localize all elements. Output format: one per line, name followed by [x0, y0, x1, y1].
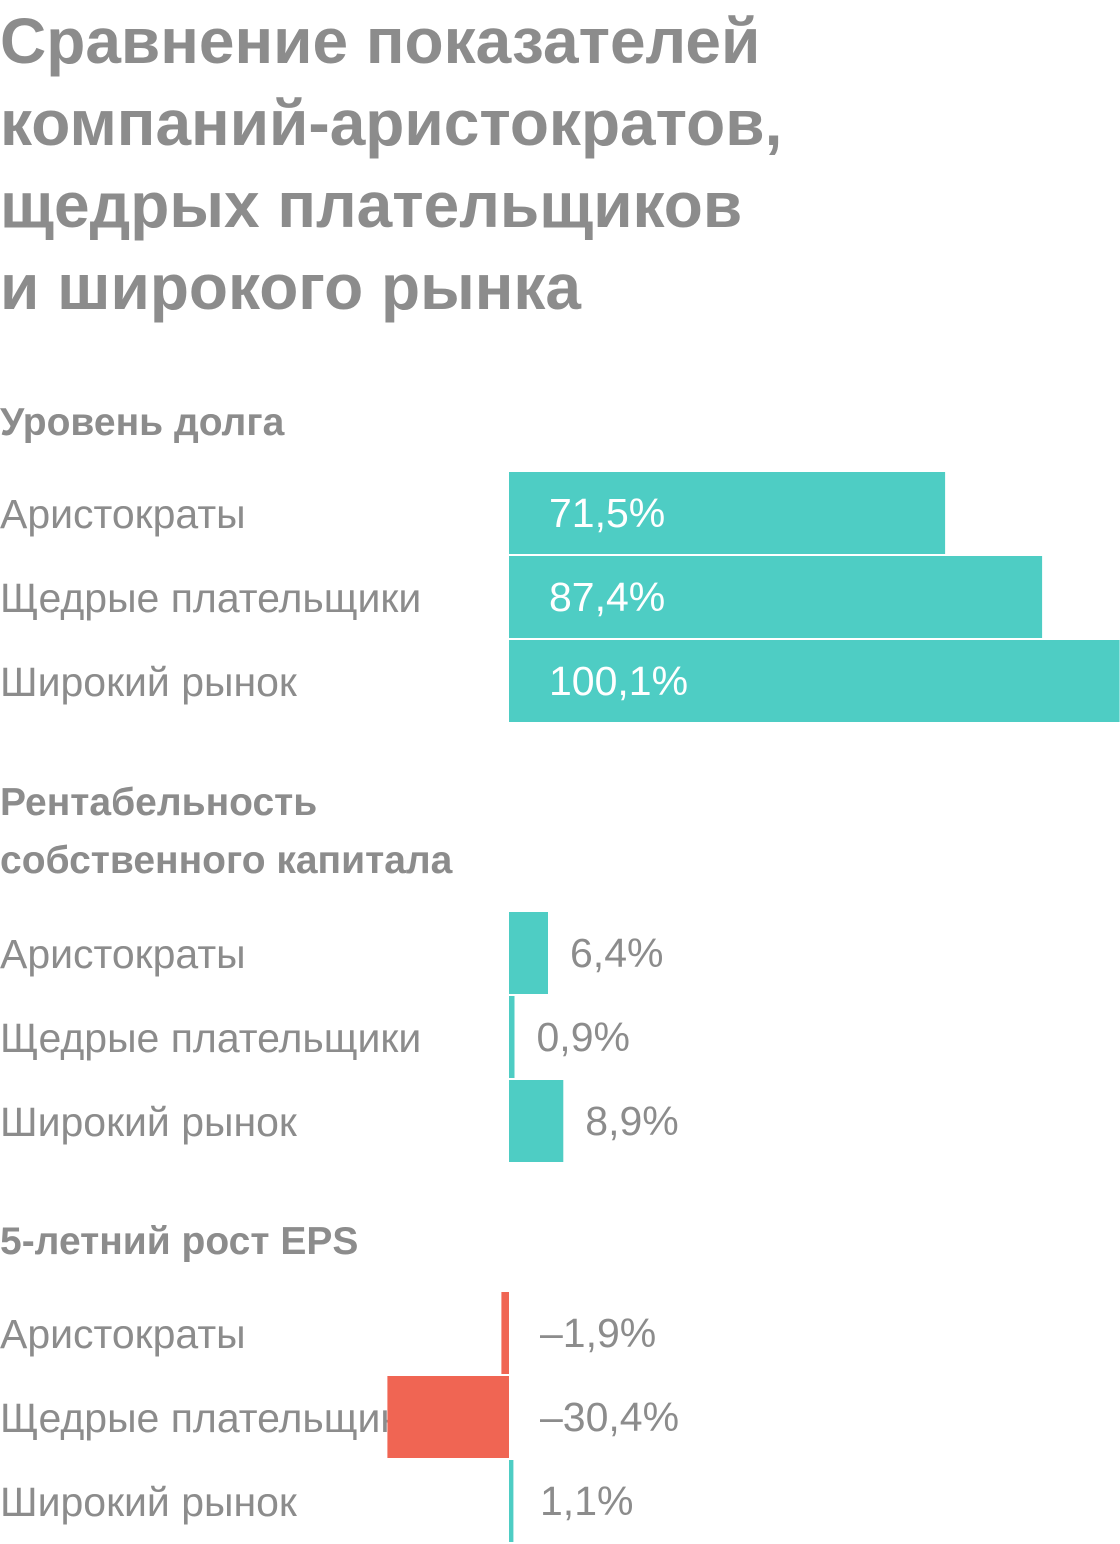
data-label: 100,1% [549, 658, 688, 704]
category-label: Щедрые плательщики [0, 1395, 422, 1441]
bar [501, 1292, 509, 1374]
category-label: Щедрые плательщики [0, 1015, 422, 1061]
bar [509, 556, 1043, 638]
bar [509, 912, 548, 994]
data-label: 71,5% [549, 490, 665, 536]
data-label: 6,4% [570, 930, 663, 976]
section-title-line: 5-летний рост EPS [0, 1220, 359, 1263]
data-label: –1,9% [540, 1310, 656, 1356]
section-title-eps: 5-летний рост EPS [0, 1213, 358, 1271]
section-title-line: Рентабельность [0, 781, 318, 824]
category-label: Широкий рынок [0, 1479, 297, 1525]
data-label: 8,9% [585, 1098, 678, 1144]
section-title-roe: Рентабельность собственного капитала [0, 774, 452, 890]
bar [509, 996, 515, 1078]
chart-title-line: и широкого рынка [0, 251, 581, 323]
chart-title-line: Сравнение показателей [0, 5, 761, 77]
data-label: –30,4% [540, 1394, 679, 1440]
data-label: 87,4% [549, 574, 665, 620]
bar [509, 1460, 514, 1542]
section-title-line: Уровень долга [0, 401, 285, 444]
data-label: 1,1% [540, 1478, 633, 1524]
bar [509, 1080, 564, 1162]
chart-title: Сравнение показателей компаний-аристокра… [0, 0, 1110, 328]
data-label: 0,9% [537, 1014, 630, 1060]
bar [387, 1376, 509, 1458]
category-label: Широкий рынок [0, 1099, 297, 1145]
bar [509, 472, 946, 554]
chart-title-line: щедрых плательщиков [0, 169, 743, 241]
category-label: Щедрые плательщики [0, 575, 422, 621]
category-label: Широкий рынок [0, 659, 297, 705]
category-label: Аристократы [0, 491, 246, 537]
category-label: Аристократы [0, 1311, 246, 1357]
category-label: Аристократы [0, 931, 246, 977]
section-title-debt: Уровень долга [0, 394, 284, 452]
section-title-line: собственного капитала [0, 839, 453, 882]
chart-title-line: компаний-аристократов, [0, 87, 783, 159]
bar [509, 640, 1120, 722]
